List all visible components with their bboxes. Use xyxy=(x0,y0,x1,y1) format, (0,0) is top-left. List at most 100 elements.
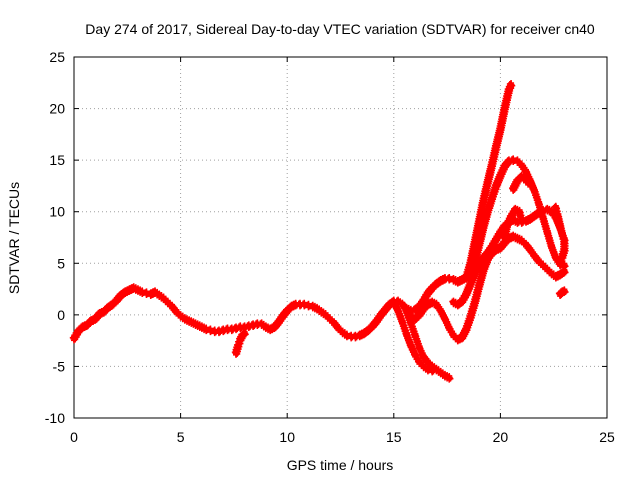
y-tick-label: 25 xyxy=(49,49,65,65)
data-point xyxy=(411,351,419,359)
data-point xyxy=(407,319,415,327)
data-point xyxy=(462,325,470,333)
data-point xyxy=(202,325,210,333)
data-point xyxy=(526,181,534,189)
plot-frame xyxy=(73,56,608,419)
data-point xyxy=(360,329,368,337)
data-point xyxy=(420,296,428,304)
data-point xyxy=(441,315,449,323)
data-point xyxy=(194,321,202,329)
data-point xyxy=(462,290,470,298)
data-point xyxy=(543,265,551,273)
data-point xyxy=(458,297,466,305)
data-point xyxy=(492,143,500,151)
data-point xyxy=(420,362,428,370)
grid-lines xyxy=(74,57,607,418)
data-point xyxy=(552,204,560,212)
y-tick-label: 15 xyxy=(49,152,65,168)
data-point xyxy=(390,298,398,306)
series-pieces xyxy=(231,202,569,358)
data-point xyxy=(130,284,138,292)
data-point xyxy=(554,212,562,220)
data-point xyxy=(411,306,419,314)
data-point xyxy=(283,307,291,315)
data-point xyxy=(501,162,509,170)
data-point xyxy=(249,321,257,329)
x-tick-label: 25 xyxy=(599,429,615,445)
data-point xyxy=(368,322,376,330)
data-point xyxy=(539,214,547,222)
data-point xyxy=(87,317,95,325)
data-point xyxy=(518,161,526,169)
data-point xyxy=(505,86,513,94)
axis-ticks: 0 5 10 15 20 25 -10 -5 0 5 10 15 20 25 xyxy=(45,49,615,445)
data-point xyxy=(185,317,193,325)
data-point xyxy=(428,362,436,370)
data-point xyxy=(432,301,440,309)
data-point xyxy=(356,331,364,339)
y-tick-label: 10 xyxy=(49,204,65,220)
data-point xyxy=(449,298,457,306)
data-point xyxy=(424,289,432,297)
series-marker-band xyxy=(399,235,568,345)
series-branch-dip xyxy=(398,231,569,345)
data-point xyxy=(432,280,440,288)
data-point xyxy=(484,249,492,257)
data-point xyxy=(437,307,445,315)
data-point xyxy=(539,207,547,215)
data-point xyxy=(513,235,521,243)
data-point xyxy=(475,282,483,290)
data-point xyxy=(198,323,206,331)
data-point xyxy=(454,278,462,286)
data-point xyxy=(437,277,445,285)
data-point xyxy=(556,221,564,229)
data-point xyxy=(381,306,389,314)
data-point xyxy=(151,288,159,296)
data-point xyxy=(121,288,129,296)
data-point xyxy=(471,298,479,306)
data-point xyxy=(147,290,155,298)
data-point xyxy=(558,253,566,261)
data-point xyxy=(236,336,244,344)
data-point xyxy=(309,303,317,311)
data-point xyxy=(501,105,509,113)
data-point xyxy=(543,228,551,236)
data-point xyxy=(522,241,530,249)
data-point xyxy=(548,270,556,278)
data-point xyxy=(232,324,240,332)
data-point xyxy=(262,323,270,331)
data-point xyxy=(511,206,519,214)
series-branch-low-1 xyxy=(389,297,437,376)
data-point xyxy=(467,313,475,321)
data-point xyxy=(398,318,406,326)
data-point xyxy=(168,303,176,311)
data-point xyxy=(471,270,479,278)
data-point xyxy=(420,305,428,313)
data-marks xyxy=(69,80,569,383)
data-point xyxy=(108,301,116,309)
data-point xyxy=(79,323,87,331)
data-point xyxy=(475,241,483,249)
data-point xyxy=(518,237,526,245)
data-point xyxy=(403,330,411,338)
data-point xyxy=(501,234,509,241)
data-point xyxy=(526,215,534,223)
data-point xyxy=(496,244,504,252)
data-point xyxy=(398,301,406,309)
data-point xyxy=(326,315,334,323)
data-point xyxy=(305,302,313,310)
data-point xyxy=(364,326,372,334)
data-point xyxy=(458,334,466,342)
data-point xyxy=(518,173,526,181)
data-point xyxy=(339,328,347,336)
data-point xyxy=(531,187,539,195)
data-point xyxy=(505,157,513,165)
data-point xyxy=(134,286,142,294)
data-point xyxy=(394,307,402,315)
series-marker-band xyxy=(233,204,568,357)
data-point xyxy=(507,81,515,89)
y-tick-label: 5 xyxy=(57,255,65,271)
data-point xyxy=(543,206,551,214)
data-point xyxy=(539,261,547,269)
